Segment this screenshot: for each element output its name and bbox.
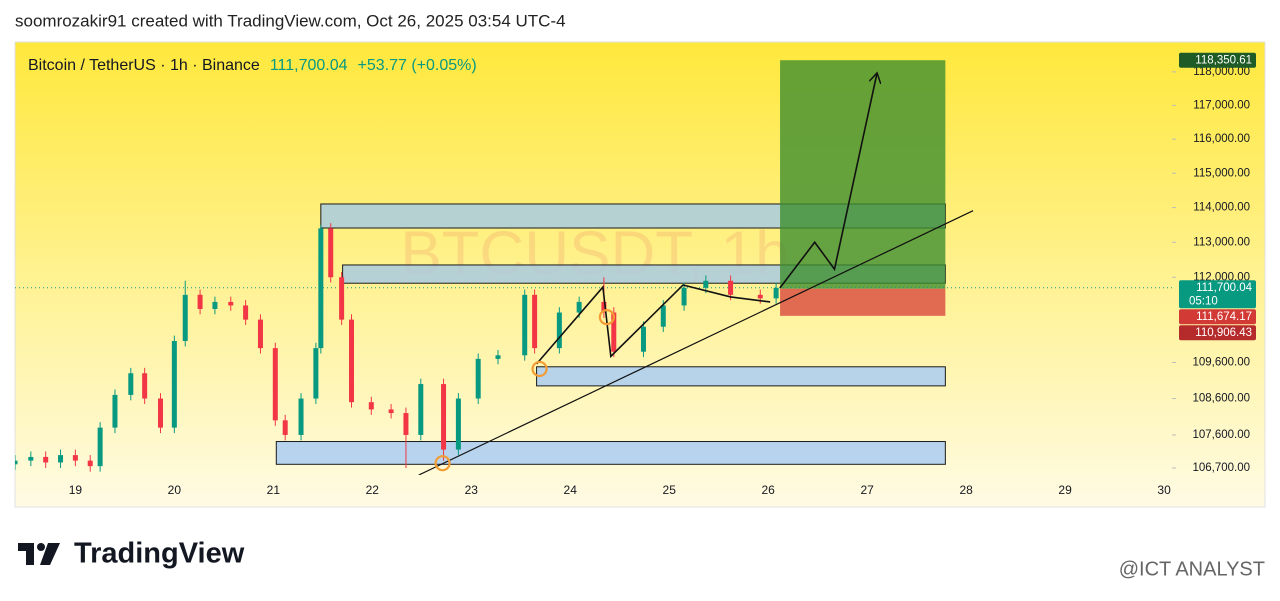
y-tick-label: 117,000.00 <box>1193 99 1250 111</box>
legend-price: 111,700.04 <box>270 57 348 74</box>
candle-body <box>660 305 666 327</box>
y-tick-label: 118,000.00 <box>1193 66 1250 78</box>
x-tick-label: 27 <box>860 483 874 497</box>
price-label: 110,906.43 <box>1195 327 1252 339</box>
price-label-box <box>1179 52 1256 68</box>
candle-body <box>142 373 148 399</box>
zone <box>536 366 946 387</box>
plot: BTCUSDT, 1h <box>15 60 1172 475</box>
x-tick-label: 24 <box>564 483 578 497</box>
candle-body <box>681 287 687 306</box>
candle-body <box>72 455 78 461</box>
candle-body <box>87 460 93 467</box>
candle-body <box>611 312 617 352</box>
price-label: 111,674.17 <box>1196 311 1252 323</box>
candle-body <box>313 348 319 399</box>
candle-body <box>640 326 646 352</box>
projection-arrow <box>779 73 877 289</box>
candle-body <box>388 409 394 414</box>
marker <box>598 309 615 326</box>
candle-body <box>703 280 709 288</box>
candle-body <box>171 340 177 428</box>
candle-body <box>556 312 562 349</box>
price-label-box <box>1179 309 1256 325</box>
price-label-box <box>1179 280 1256 309</box>
candle-body <box>197 294 203 309</box>
price-label: 118,350.61 <box>1195 54 1252 66</box>
candle-body <box>43 456 49 463</box>
x-tick-label: 25 <box>663 483 677 497</box>
legend: Bitcoin / TetherUS · 1h · Binance 111,700… <box>28 57 477 74</box>
candle-body <box>112 394 118 428</box>
x-tick-label: 19 <box>69 483 83 497</box>
x-tick-label: 22 <box>366 483 380 497</box>
candle-body <box>757 294 763 299</box>
candle-body <box>157 398 163 428</box>
candle-body <box>522 294 528 356</box>
brand: TradingView <box>74 538 245 570</box>
candle-body <box>257 319 263 349</box>
candle-body <box>403 413 409 435</box>
credit: soomrozakir91 created with TradingView.c… <box>15 11 566 30</box>
x-tick-label: 23 <box>465 483 479 497</box>
brand-logo <box>18 543 60 565</box>
candle-body <box>212 301 218 309</box>
y-tick-label: 114,000.00 <box>1193 202 1250 214</box>
zigzag <box>535 284 771 365</box>
loss-zone <box>780 288 946 316</box>
candle-body <box>339 277 345 320</box>
candle-body <box>318 228 324 349</box>
candle-body <box>228 301 234 306</box>
x-tick-label: 26 <box>762 483 776 497</box>
trend-line <box>418 210 974 475</box>
y-tick-label: 108,600.00 <box>1192 393 1250 405</box>
x-tick-label: 21 <box>267 483 281 497</box>
y-tick-label: 115,000.00 <box>1193 167 1250 179</box>
candle-body <box>601 301 607 313</box>
candle-body <box>328 228 334 278</box>
y-tick-label: 112,000.00 <box>1193 271 1250 283</box>
x-tick-label: 30 <box>1157 483 1171 497</box>
y-tick-label: 109,600.00 <box>1192 357 1250 369</box>
legend-change: +53.77 (+0.05%) <box>358 57 477 74</box>
zone <box>275 441 946 465</box>
watermark-author: @ICT ANALYST <box>1119 558 1265 580</box>
candle-body <box>576 301 582 313</box>
candle-body <box>455 398 461 450</box>
axes: 19 20 21 22 23 24 25 26 27 28 29 30 106,700.00 107,60… <box>69 52 1256 497</box>
countdown: 05:10 <box>1189 295 1218 307</box>
x-tick-label: 28 <box>959 483 973 497</box>
candle-body <box>58 455 64 463</box>
candle-body <box>349 319 355 403</box>
candle-body <box>272 348 278 421</box>
candle-body <box>532 294 538 349</box>
x-tick-label: 29 <box>1058 483 1072 497</box>
candle-body <box>418 384 424 435</box>
candle-body <box>243 305 249 320</box>
candle-body <box>298 398 304 435</box>
candle-body <box>182 294 188 341</box>
price-label: 111,700.04 <box>1196 282 1252 294</box>
price-label-box <box>1179 325 1256 341</box>
candle-body <box>28 456 34 461</box>
marker <box>531 360 548 378</box>
marker <box>434 455 451 472</box>
candle-body <box>495 355 501 359</box>
y-tick-label: 106,700.00 <box>1192 462 1250 474</box>
symbol: Bitcoin / TetherUS · 1h · Binance <box>28 57 260 74</box>
y-tick-label: 113,000.00 <box>1193 236 1250 248</box>
candle-body <box>15 460 18 465</box>
candle-body <box>368 402 374 410</box>
x-tick-label: 20 <box>168 483 182 497</box>
y-tick-label: 116,000.00 <box>1193 133 1250 145</box>
candle-body <box>282 420 288 435</box>
candle-body <box>475 358 481 399</box>
candle-body <box>97 427 103 467</box>
y-tick-label: 107,600.00 <box>1192 429 1250 441</box>
candle-body <box>728 280 734 295</box>
candle-body <box>773 287 779 299</box>
candle-body <box>441 384 447 450</box>
candle-body <box>128 373 134 395</box>
